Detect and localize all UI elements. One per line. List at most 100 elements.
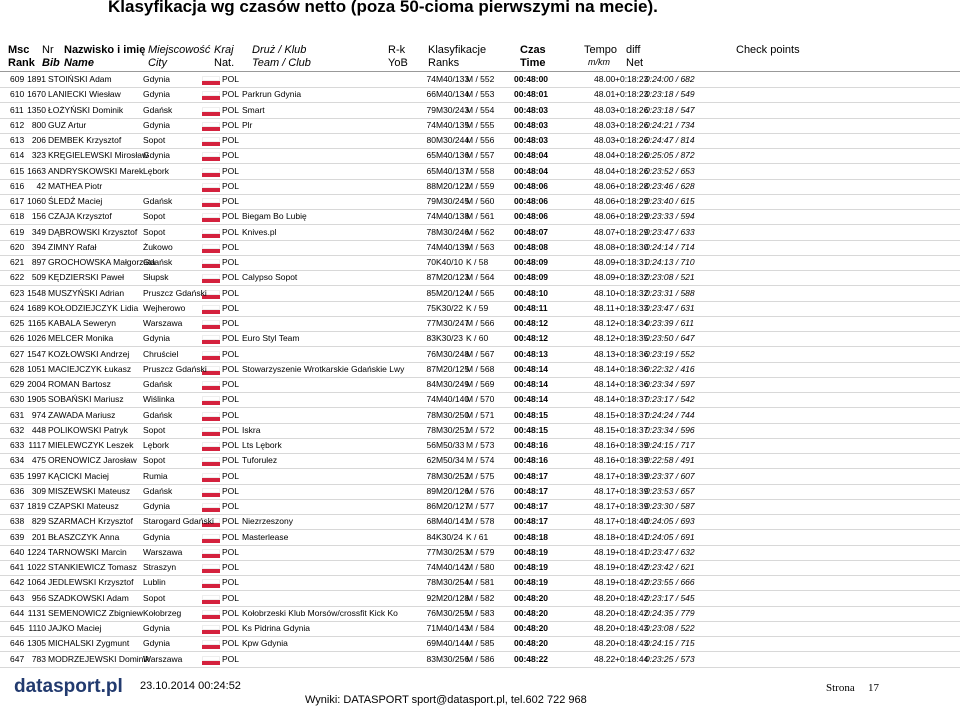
cell: 1117: [28, 440, 46, 450]
cell: 201: [31, 531, 46, 542]
cell: M / 576: [466, 485, 495, 496]
cell: 349: [31, 226, 46, 237]
flag-icon: [202, 640, 220, 650]
column-header: diff: [626, 44, 641, 56]
cell: ZAWADA Mariusz: [48, 409, 116, 420]
cell: POL: [222, 150, 240, 161]
cell: 48.17: [594, 516, 616, 527]
cell: 621: [10, 257, 25, 267]
cell: +0:18:26: [615, 119, 649, 130]
cell: 00:48:11: [514, 302, 548, 313]
cell: 0:23:31 / 588: [645, 287, 695, 298]
cell: K / 58: [466, 257, 489, 267]
cell: 00:48:14: [514, 363, 549, 374]
cell: 48.12: [594, 333, 616, 344]
cell: M / 578: [466, 516, 495, 527]
cell: M40/142: [436, 562, 470, 572]
flag-red: [202, 325, 220, 329]
cell: 00:48:13: [514, 348, 549, 359]
cell: +0:18:36: [615, 348, 649, 359]
cell: +0:18:39: [615, 470, 649, 481]
flag-red: [202, 660, 220, 665]
cell: 640: [10, 546, 25, 557]
cell: +0:18:35: [615, 333, 649, 344]
cell: 0:23:46 / 628: [645, 180, 695, 191]
cell: M30/254: [436, 577, 470, 588]
flag-icon: [202, 579, 220, 589]
cell: Warszawa: [143, 318, 183, 328]
cell: 79: [426, 104, 436, 115]
cell: 897: [31, 257, 46, 267]
flag-red: [202, 172, 220, 177]
flag-red: [202, 96, 220, 101]
flag-red: [202, 111, 220, 116]
cell: Plr: [242, 119, 253, 130]
cell: M / 567: [466, 348, 495, 359]
cell: K / 60: [466, 333, 489, 344]
column-header: Kraj: [214, 44, 234, 56]
cell: 48.20: [594, 592, 616, 603]
cell: 1663: [27, 165, 46, 176]
cell: Sopot: [143, 424, 166, 435]
cell: POL: [222, 119, 240, 130]
cell: +0:18:39: [615, 455, 649, 466]
column-header: Druż / Klub: [252, 44, 307, 56]
cell: 0:23:42 / 621: [645, 562, 695, 572]
cell: MATHEA Piotr: [48, 180, 103, 191]
cell: 647: [10, 653, 25, 664]
cell: 156: [31, 211, 46, 222]
cell: +0:18:32: [615, 272, 649, 283]
flag-red: [202, 416, 220, 421]
cell: 1891: [27, 74, 46, 84]
cell: K30/23: [436, 333, 463, 344]
cell: Rumia: [143, 470, 168, 481]
cell: M / 563: [466, 241, 495, 252]
flag-icon: [202, 320, 220, 329]
cell: Gdańsk: [143, 409, 173, 420]
cell: 1064: [27, 577, 46, 588]
cell: 0:23:18 / 549: [645, 89, 695, 100]
cell: 00:48:03: [514, 119, 549, 130]
cell: Smart: [242, 104, 265, 115]
column-header: Nat.: [214, 57, 235, 69]
result-row: 629 2004 ROMAN Bartosz Gdańsk POL 84 M30/249 M …: [0, 377, 960, 393]
cell: 71: [426, 623, 436, 633]
cell: 48.19: [594, 546, 616, 557]
cell: M30/250: [436, 409, 470, 420]
cell: 84: [426, 531, 436, 542]
cell: KĘDZIERSKI Paweł: [48, 272, 125, 283]
flag-white: [202, 228, 220, 234]
cell: 74: [426, 211, 436, 222]
cell: M / 584: [466, 623, 495, 633]
cell: 0:24:00 / 682: [645, 74, 695, 84]
cell: 48.17: [594, 470, 616, 481]
flag-white: [202, 320, 220, 325]
cell: 62: [426, 455, 436, 466]
column-header: Msc: [8, 44, 30, 56]
cell: POL: [222, 577, 240, 588]
cell: 48.06: [594, 196, 616, 206]
cell: 0:23:17 / 545: [645, 592, 695, 603]
cell: M / 555: [466, 119, 495, 130]
cell: 74: [426, 394, 436, 405]
cell: M30/247: [436, 318, 470, 328]
cell: Kołobrzeski Klub Morsów/crossfit Kick Ko: [242, 607, 398, 618]
flag-white: [202, 503, 220, 508]
cell: M / 566: [466, 318, 495, 328]
result-row: 628 1051 MACIEJCZYK Łukasz Pruszcz Gdański P…: [0, 362, 960, 378]
cell: 974: [31, 409, 46, 420]
cell: Straszyn: [143, 562, 177, 572]
cell: 783: [31, 653, 46, 664]
result-row: 644 1131 SEMENOWICZ Zbigniew Kołobrzeg POL Ko…: [0, 606, 960, 622]
cell: POL: [222, 135, 240, 145]
cell: 42: [36, 180, 46, 191]
cell: 48.20: [594, 638, 616, 649]
result-row: 643 956 SZADKOWSKI Adam Sopot POL 92 M20/128 M …: [0, 591, 960, 607]
cell: POL: [222, 211, 240, 222]
result-row: 626 1026 MELCER Monika Gdynia POL Euro Styl T…: [0, 331, 960, 348]
cell: 1670: [27, 89, 46, 100]
result-row: 645 1110 JAJKO Maciej Gdynia POL Ks Pidrina G…: [0, 621, 960, 637]
cell: 00:48:14: [514, 379, 549, 389]
flag-icon: [202, 487, 220, 497]
cell: 629: [10, 379, 25, 389]
